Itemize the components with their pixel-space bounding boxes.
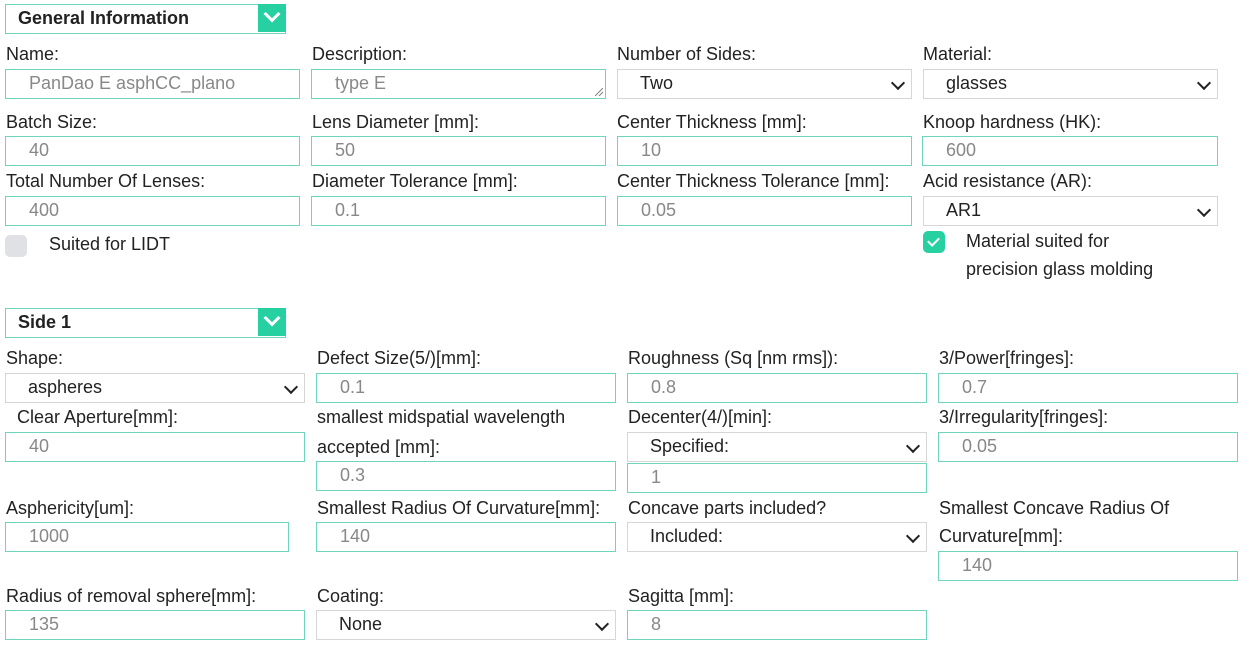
chevron-down-icon [905,528,921,544]
chevron-down-icon [890,75,906,91]
checkmark-icon [927,234,940,247]
aperture-input[interactable]: 40 [5,432,305,462]
power-input[interactable]: 0.7 [938,373,1238,403]
shape-select[interactable]: aspheres [5,373,305,403]
power-label: 3/Power[fringes]: [939,348,1075,368]
resize-handle-icon[interactable] [595,88,603,96]
radius-label: Smallest Radius Of Curvature[mm]: [317,498,601,518]
chevron-down-icon [1196,75,1212,91]
defect-input[interactable]: 0.1 [316,373,616,403]
coating-select[interactable]: None [316,610,616,640]
material-select[interactable]: glasses [923,69,1218,99]
chevron-down-icon [905,438,921,454]
description-value: type E [335,73,387,93]
pgm-label-line1: Material suited for [966,231,1110,251]
concave-select[interactable]: Included: [627,522,927,552]
removal-label: Radius of removal sphere[mm]: [6,586,257,606]
radius-input[interactable]: 140 [316,522,616,552]
knoop-label: Knoop hardness (HK): [923,112,1102,132]
dtol-input[interactable]: 0.1 [311,196,606,226]
sides-label: Number of Sides: [617,44,757,64]
asph-input[interactable]: 1000 [5,522,289,552]
concave-value: Included: [650,526,724,546]
diameter-input[interactable]: 50 [311,136,606,166]
aperture-label: Clear Aperture[mm]: [17,407,179,427]
material-label: Material: [923,44,993,64]
sagitta-input[interactable]: 8 [627,610,927,640]
thickness-input[interactable]: 10 [617,136,912,166]
acid-value: AR1 [946,200,982,220]
knoop-input[interactable]: 600 [922,136,1218,166]
total-input[interactable]: 400 [5,196,300,226]
decenter-input[interactable]: 1 [627,463,927,493]
chevron-down-icon [283,379,299,395]
description-textarea[interactable]: type E [311,69,606,99]
irreg-label: 3/Irregularity[fringes]: [939,407,1109,427]
shape-label: Shape: [6,348,64,368]
section-title: Side 1 [18,312,72,332]
midspatial-input[interactable]: 0.3 [316,461,616,491]
removal-input[interactable]: 135 [5,610,305,640]
ccradius-label-line2: Curvature[mm]: [939,526,1064,546]
coating-label: Coating: [317,586,385,606]
decenter-label: Decenter(4/)[min]: [628,407,773,427]
ccradius-label-line1: Smallest Concave Radius Of [939,498,1170,518]
section-title: General Information [18,8,190,28]
ttol-input[interactable]: 0.05 [617,196,912,226]
batch-label: Batch Size: [6,112,98,132]
diameter-label: Lens Diameter [mm]: [312,112,480,132]
pgm-label-line2: precision glass molding [966,259,1154,279]
total-label: Total Number Of Lenses: [6,171,206,191]
defect-label: Defect Size(5/)[mm]: [317,348,482,368]
name-input[interactable]: PanDao E asphCC_plano [5,69,300,99]
side-1-header[interactable]: Side 1 [5,308,286,338]
lidt-checkbox[interactable] [5,235,27,257]
midspatial-label-line2: accepted [mm]: [317,437,441,457]
acid-select[interactable]: AR1 [923,196,1218,226]
sides-select[interactable]: Two [617,69,912,99]
concave-label: Concave parts included? [628,498,827,518]
rough-label: Roughness (Sq [nm rms]): [628,348,839,368]
material-value: glasses [946,73,1008,93]
ccradius-input[interactable]: 140 [938,551,1238,581]
chevron-down-icon[interactable] [258,4,286,32]
name-label: Name: [6,44,60,64]
general-information-header[interactable]: General Information [5,4,286,34]
coating-value: None [339,614,383,634]
sagitta-label: Sagitta [mm]: [628,586,735,606]
acid-label: Acid resistance (AR): [923,171,1093,191]
batch-input[interactable]: 40 [5,136,300,166]
ttol-label: Center Thickness Tolerance [mm]: [617,171,890,191]
chevron-down-icon [1196,202,1212,218]
pgm-checkbox[interactable] [923,231,945,253]
description-label: Description: [312,44,408,64]
thickness-label: Center Thickness [mm]: [617,112,807,132]
decenter-select[interactable]: Specified: [627,432,927,462]
asph-label: Asphericity[um]: [6,498,135,518]
irreg-input[interactable]: 0.05 [938,432,1238,462]
midspatial-label-line1: smallest midspatial wavelength [317,407,566,427]
chevron-down-icon[interactable] [258,308,286,336]
sides-value: Two [640,73,674,93]
lidt-label: Suited for LIDT [49,234,171,254]
rough-input[interactable]: 0.8 [627,373,927,403]
decenter-select-value: Specified: [650,436,730,456]
shape-value: aspheres [28,377,103,397]
dtol-label: Diameter Tolerance [mm]: [312,171,518,191]
chevron-down-icon [594,616,610,632]
